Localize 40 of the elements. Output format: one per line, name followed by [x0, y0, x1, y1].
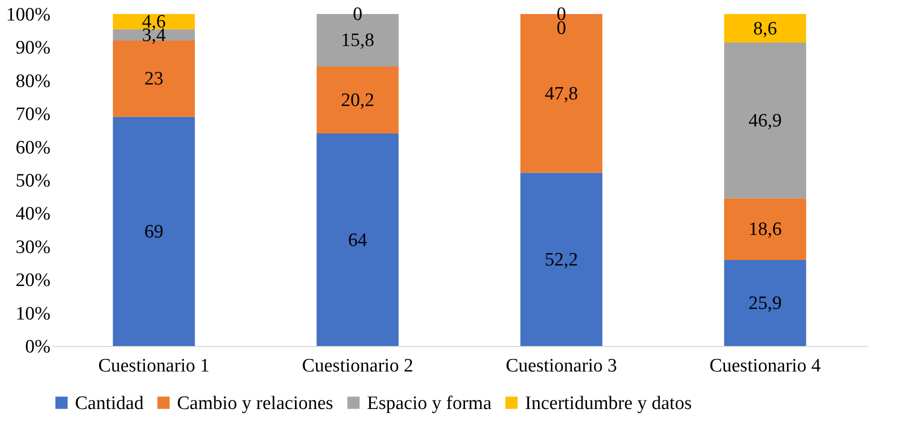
y-tick-label: 80%	[16, 70, 51, 92]
bar	[724, 198, 806, 260]
y-tick-label: 10%	[16, 303, 51, 324]
data-label: 69	[144, 221, 164, 242]
y-tick-label: 90%	[16, 38, 51, 59]
data-label: 64	[348, 230, 368, 251]
bar	[724, 14, 806, 43]
x-tick-label: Cuestionario 1	[98, 356, 210, 376]
data-label: 20,2	[341, 90, 374, 111]
data-label: 23	[144, 68, 164, 90]
y-tick-label: 60%	[16, 137, 51, 158]
legend-label: Cantidad	[75, 392, 144, 414]
y-tick-label: 70%	[16, 104, 51, 126]
y-tick-label: 100%	[6, 4, 51, 26]
y-tick-label: 20%	[16, 270, 51, 292]
x-tick-label: Cuestionario 4	[709, 356, 822, 376]
y-tick-label: 0%	[25, 336, 51, 358]
data-label: 52,2	[544, 249, 578, 270]
y-tick-label: 40%	[16, 204, 51, 225]
bar	[724, 42, 806, 198]
y-tick-label: 50%	[16, 170, 51, 192]
legend-label: Incertidumbre y datos	[525, 392, 692, 414]
data-label: 46,9	[748, 110, 782, 132]
data-label: 0	[352, 4, 362, 25]
data-label: 47,8	[544, 83, 578, 104]
bar	[112, 116, 195, 346]
legend-label: Espacio y forma	[367, 392, 492, 414]
bar	[724, 260, 806, 346]
data-label: 25,9	[748, 293, 782, 314]
bar	[316, 66, 399, 134]
data-label: 8,6	[753, 18, 777, 40]
bar	[520, 172, 602, 346]
bar	[112, 14, 195, 30]
legend-label: Cambio y relaciones	[177, 392, 334, 414]
y-tick-label: 30%	[16, 236, 51, 258]
data-label: 15,8	[341, 30, 374, 52]
x-tick-label: Cuestionario 2	[302, 356, 414, 376]
bar	[316, 134, 399, 346]
x-tick-label: Cuestionario 3	[506, 356, 618, 376]
data-label: 18,6	[748, 219, 782, 240]
